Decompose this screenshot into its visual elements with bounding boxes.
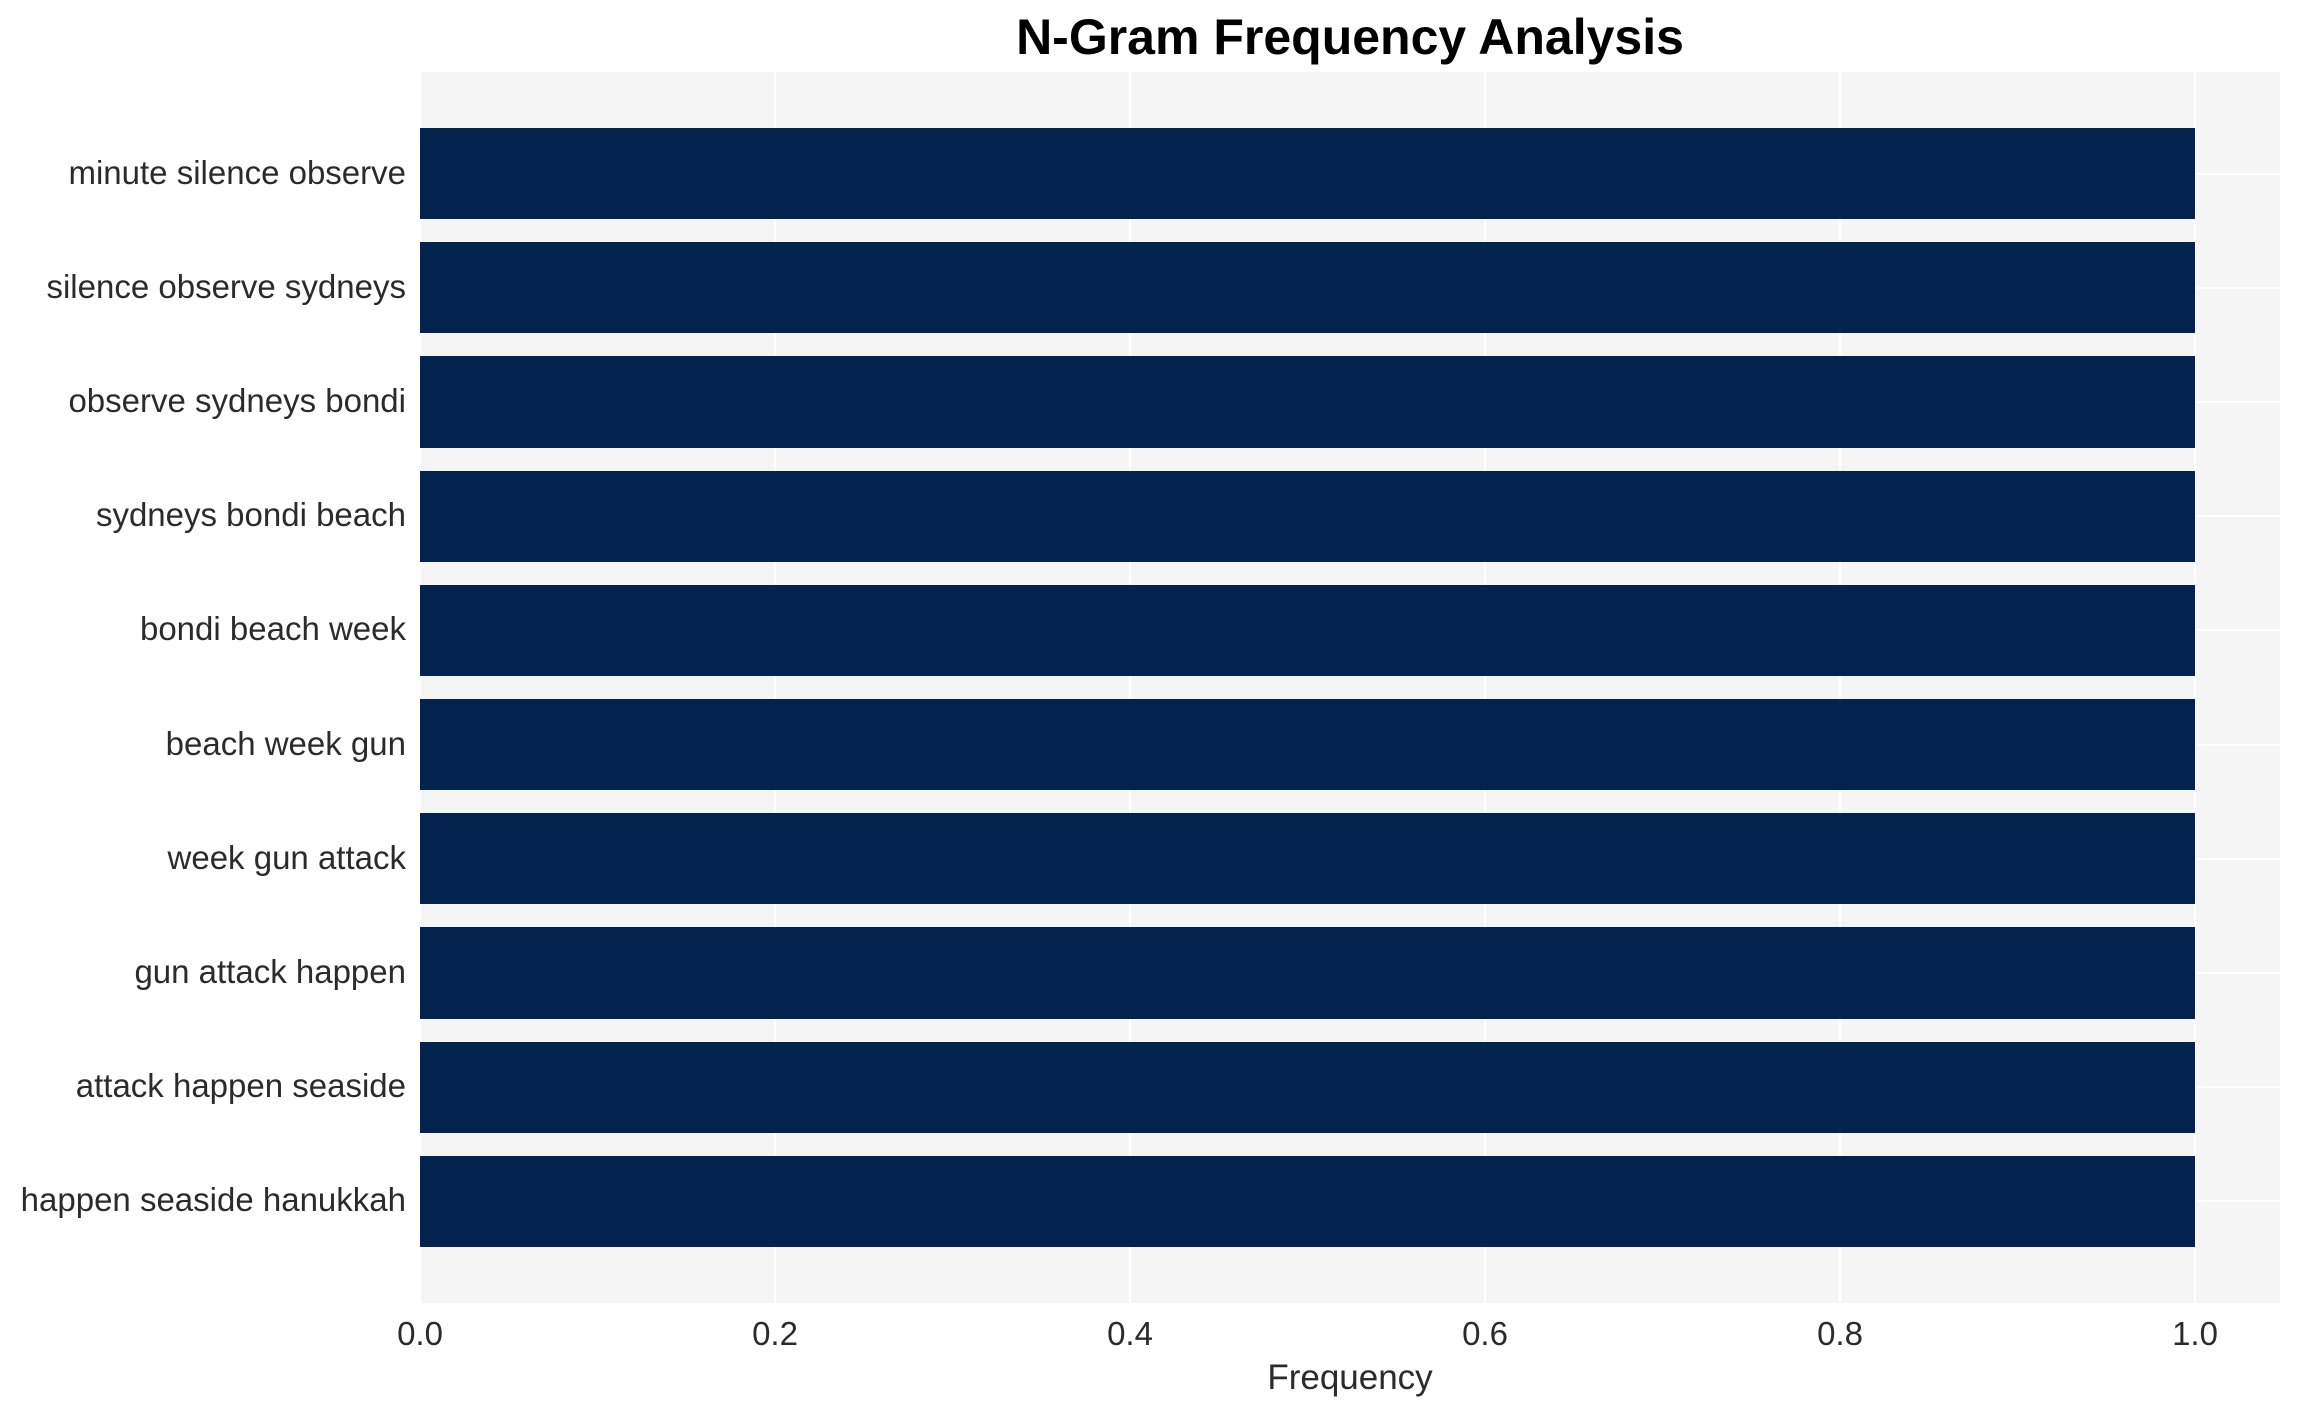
bar-gun-attack-happen [420,927,2195,1019]
ytick-label: minute silence observe [68,153,406,191]
xtick-label: 0.0 [397,1315,443,1352]
ytick-label: sydneys bondi beach [95,496,406,534]
xtick-label: 0.2 [752,1315,798,1352]
ytick-label: beach week gun [165,724,406,762]
bar-observe-sydneys-bondi [420,356,2195,448]
bar-attack-happen-seaside [420,1041,2195,1133]
bar-beach-week-gun [420,698,2195,791]
bar-bondi-beach-week [420,584,2195,677]
x-axis-title: Frequency [1267,1358,1433,1397]
ytick-label: gun attack happen [134,953,406,990]
bar-week-gun-attack [420,813,2195,905]
gridline-vertical [1129,72,1131,1303]
ytick-label: silence observe sydneys [46,267,406,305]
bar-sydneys-bondi-beach [420,470,2195,562]
ytick-label: observe sydneys bondi [68,382,406,419]
bar-silence-observe-sydneys [420,242,2195,334]
xtick-label: 0.4 [1107,1315,1153,1352]
xtick-label: 1.0 [2172,1315,2218,1352]
xtick-label: 0.6 [1462,1315,1508,1352]
ytick-label: week gun attack [167,838,406,876]
chart-title: N-Gram Frequency Analysis [1016,9,1684,65]
xtick-label: 0.8 [1817,1315,1863,1352]
gridline-vertical [1484,72,1486,1303]
gridline-vertical [774,72,776,1303]
bar-minute-silence-observe [420,127,2195,220]
plot-area [419,72,2280,1303]
gridline-vertical [2194,72,2196,1303]
gridline-vertical [1839,72,1841,1303]
ytick-label: attack happen seaside [75,1067,406,1105]
ytick-label: bondi beach week [139,610,406,648]
bar-happen-seaside-hanukkah [420,1155,2195,1248]
gridline-vertical [419,72,421,1303]
ytick-label: happen seaside hanukkah [20,1181,406,1219]
